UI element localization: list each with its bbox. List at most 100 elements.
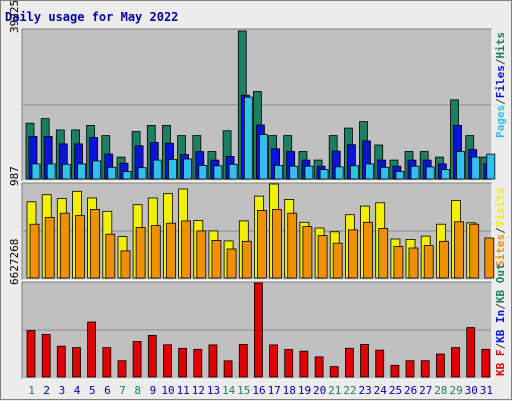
x-tick-label-day-9: 9 (150, 384, 157, 397)
bar-kb-f-day-16 (253, 282, 263, 378)
x-tick-label-day-29: 29 (449, 384, 462, 397)
bar-sites-day-3 (59, 212, 70, 279)
bar-kb-f-day-29 (451, 347, 460, 378)
bar-kb-f-day-4 (72, 347, 81, 378)
bar-sites-day-20 (317, 235, 328, 279)
bar-sites-day-19 (302, 226, 313, 279)
x-tick-label-day-7: 7 (119, 384, 126, 397)
legend-item: KB In (494, 310, 507, 343)
bar-kb-f-day-12 (193, 348, 203, 378)
legend-label-hits: Pages/Files/Hits (494, 32, 507, 138)
bar-sites-day-13 (211, 239, 222, 279)
bar-kb-f-day-22 (344, 347, 354, 378)
bar-sites-day-16 (256, 209, 267, 279)
bar-kb-f-day-8 (132, 341, 142, 378)
x-tick-label-day-4: 4 (74, 384, 81, 397)
x-tick-label-day-1: 1 (28, 384, 35, 397)
bar-kb-f-day-19 (299, 350, 309, 378)
bar-kb-f-day-18 (284, 349, 294, 378)
bar-kb-f-day-7 (117, 360, 127, 378)
y-max-label: 39225 (8, 1, 21, 33)
bar-sites-day-28 (438, 240, 449, 279)
bar-kb-f-day-6 (102, 347, 112, 378)
bar-kb-f-day-31 (481, 348, 491, 378)
x-tick-label-day-17: 17 (268, 384, 281, 397)
bar-kb-f-day-27 (420, 360, 430, 378)
x-tick-label-day-21: 21 (328, 384, 341, 397)
bar-pages-day-12 (198, 164, 208, 180)
bar-sites-day-11 (181, 220, 192, 279)
bar-kb-f-day-10 (163, 344, 172, 378)
bar-pages-day-11 (183, 158, 193, 180)
x-tick-label-day-8: 8 (134, 384, 141, 397)
x-tick-label-day-27: 27 (419, 384, 432, 397)
bar-sites-day-29 (454, 221, 464, 279)
legend-separator: / (494, 227, 507, 234)
legend-item: Visits (494, 188, 507, 228)
legend-item: Hits (494, 32, 507, 59)
x-tick-label-day-3: 3 (59, 384, 66, 397)
bar-kb-f-day-1 (26, 330, 36, 378)
bar-pages-day-3 (61, 163, 71, 180)
x-tick-label-day-5: 5 (89, 384, 96, 397)
bar-kb-f-day-25 (390, 364, 400, 378)
bar-sites-day-26 (408, 247, 419, 279)
bar-pages-day-14 (228, 163, 238, 180)
y-max-label: 987 (8, 166, 21, 186)
x-tick-label-day-16: 16 (252, 384, 265, 397)
bar-pages-day-23 (365, 163, 374, 180)
bar-pages-day-8 (137, 167, 147, 180)
bar-kb-f-day-21 (329, 366, 339, 378)
bar-pages-day-24 (380, 166, 390, 180)
bar-sites-day-8 (135, 227, 146, 279)
bar-sites-day-12 (196, 230, 207, 279)
bar-sites-day-27 (423, 245, 434, 279)
bar-sites-day-24 (378, 228, 389, 279)
bar-sites-day-5 (90, 208, 100, 279)
x-tick-label-day-19: 19 (298, 384, 311, 397)
bar-pages-day-27 (425, 166, 435, 180)
x-tick-label-day-11: 11 (177, 384, 190, 397)
bar-kb-f-day-28 (435, 353, 445, 378)
x-tick-label-day-24: 24 (374, 384, 388, 397)
bar-pages-day-25 (395, 171, 405, 180)
bar-sites-day-17 (272, 208, 283, 279)
bar-kb-f-day-14 (223, 360, 233, 378)
bar-kb-f-day-30 (466, 327, 476, 378)
bar-pages-day-26 (410, 165, 420, 180)
bar-pages-day-10 (168, 158, 177, 180)
bar-kb-f-day-3 (56, 345, 66, 378)
bar-sites-day-18 (287, 212, 298, 279)
x-tick-label-day-28: 28 (434, 384, 447, 397)
x-tick-label-day-13: 13 (207, 384, 220, 397)
x-tick-label-day-2: 2 (43, 384, 50, 397)
bar-pages-day-19 (304, 165, 314, 180)
bar-pages-day-31 (486, 153, 496, 180)
legend-item: Sites (494, 234, 507, 267)
legend-item: KB F (494, 350, 507, 377)
bar-kb-f-day-20 (314, 356, 324, 378)
panel-visits: 987 (8, 166, 495, 281)
x-tick-label-day-18: 18 (283, 384, 296, 397)
bar-kb-f-day-23 (360, 343, 369, 378)
legend-item: Files (494, 65, 507, 98)
bar-pages-day-29 (456, 151, 465, 180)
bar-pages-day-1 (31, 163, 41, 180)
bar-sites-day-4 (75, 215, 85, 279)
x-tick-label-day-25: 25 (389, 384, 402, 397)
x-tick-label-day-20: 20 (313, 384, 326, 397)
bar-sites-day-15 (241, 240, 252, 279)
x-tick-label-day-31: 31 (480, 384, 493, 397)
bar-kb-f-day-2 (41, 333, 51, 378)
bar-pages-day-20 (319, 169, 329, 180)
bar-kb-f-day-24 (375, 349, 385, 378)
bar-sites-day-30 (469, 223, 480, 279)
bar-pages-day-16 (258, 134, 268, 180)
bar-kb-f-day-15 (238, 343, 248, 378)
bar-pages-day-28 (440, 169, 450, 180)
y-max-label: 6627268 (8, 239, 21, 285)
bar-kb-f-day-5 (87, 321, 96, 378)
x-tick-label-day-12: 12 (192, 384, 205, 397)
bar-pages-day-18 (289, 165, 299, 180)
bar-kb-f-day-13 (208, 344, 218, 378)
